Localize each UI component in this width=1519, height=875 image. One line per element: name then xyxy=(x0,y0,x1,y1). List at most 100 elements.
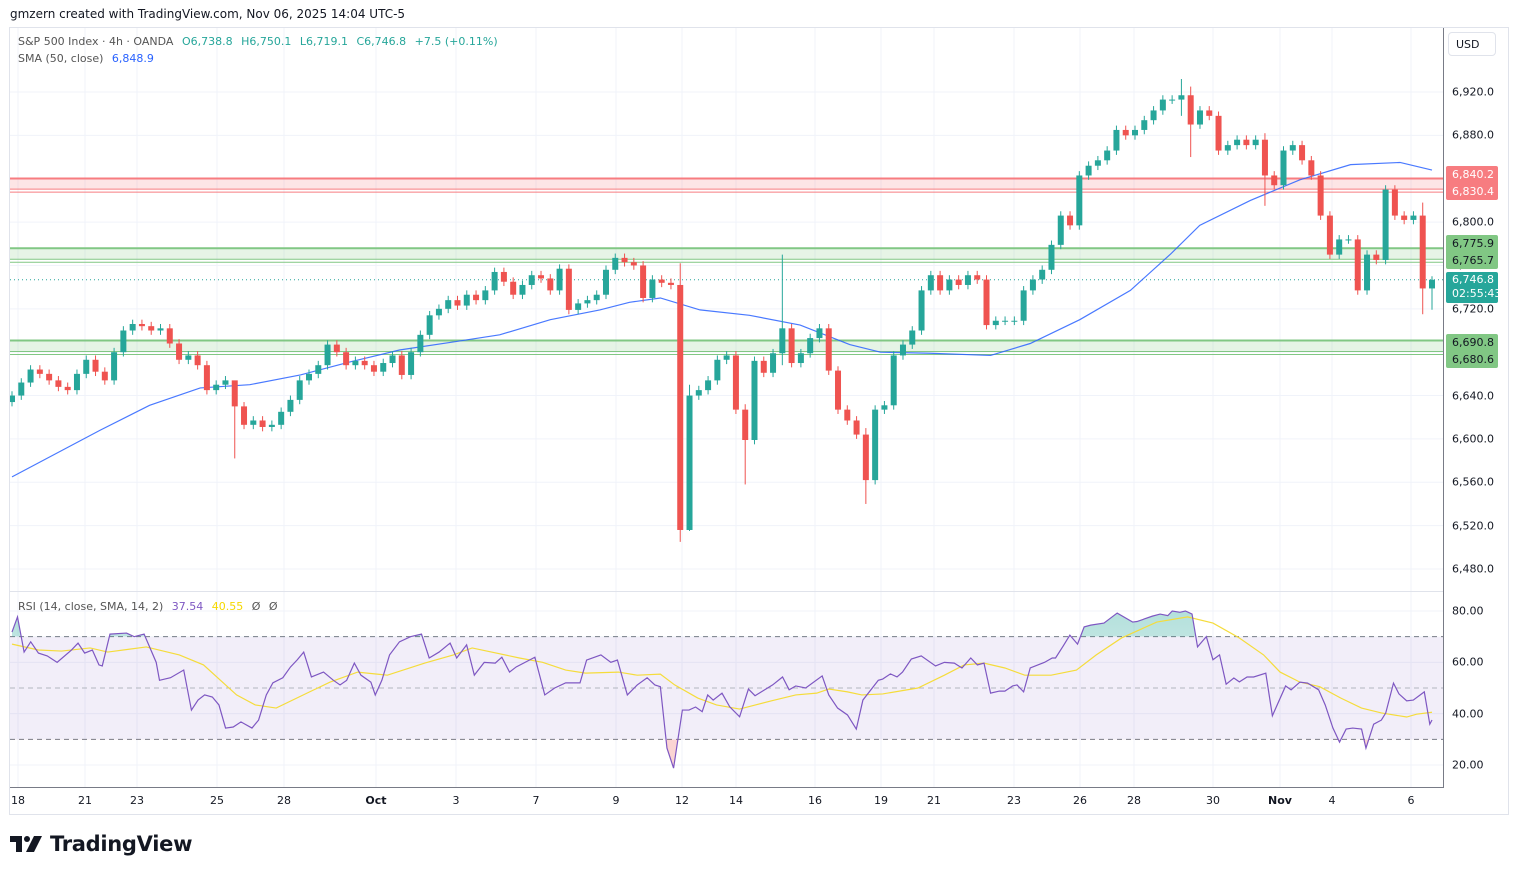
rsi-ma-line xyxy=(11,616,1433,718)
candle xyxy=(138,319,145,331)
candle xyxy=(1085,161,1092,180)
price-tick-label: 6,880.0 xyxy=(1452,128,1494,142)
pane-separator[interactable] xyxy=(10,591,1443,592)
candle-body xyxy=(1429,279,1435,289)
candle xyxy=(278,407,285,430)
candle xyxy=(1326,211,1333,259)
candle-body xyxy=(194,355,201,366)
candle-body xyxy=(463,294,470,306)
candle-body xyxy=(1178,95,1185,100)
candle xyxy=(435,304,442,320)
candle-body xyxy=(1391,189,1398,216)
candle-body xyxy=(1122,129,1129,136)
change-value: +7.5 (+0.11%) xyxy=(414,35,498,48)
candle xyxy=(1261,133,1268,206)
candle-body xyxy=(380,363,387,372)
candle xyxy=(872,405,879,485)
candle xyxy=(510,277,517,300)
attribution-text: gmzern created with TradingView.com, Nov… xyxy=(10,7,406,21)
candle-body xyxy=(1076,175,1083,226)
candle xyxy=(547,274,554,295)
candle-body xyxy=(138,323,145,327)
candle xyxy=(853,416,860,439)
price-tick-label: 6,920.0 xyxy=(1452,85,1494,99)
rsi-label[interactable]: RSI (14, close, SMA, 14, 2) xyxy=(18,600,164,613)
time-tick-label: 16 xyxy=(808,794,822,807)
candle xyxy=(1364,250,1371,295)
candle xyxy=(1039,265,1046,284)
candle-body xyxy=(482,290,489,301)
candle xyxy=(788,323,795,368)
candle-body xyxy=(630,262,637,266)
candle-body xyxy=(862,434,869,481)
candle xyxy=(408,347,415,380)
symbol-label[interactable]: S&P 500 Index · 4h · OANDA xyxy=(18,35,174,48)
rsi-extra-2: Ø xyxy=(268,600,278,613)
candle-body xyxy=(695,390,702,396)
currency-button[interactable]: USD xyxy=(1448,32,1496,56)
candle xyxy=(1382,185,1389,265)
candle-body xyxy=(797,353,804,364)
candle xyxy=(1354,235,1361,295)
candle xyxy=(1410,211,1417,225)
candle xyxy=(1113,125,1120,155)
candle xyxy=(983,275,990,330)
rsi-tick-label: 40.00 xyxy=(1452,707,1484,721)
time-tick-label: 9 xyxy=(612,794,620,807)
candle-body xyxy=(1419,215,1426,289)
time-tick-label: 25 xyxy=(210,794,224,807)
price-pane[interactable] xyxy=(10,28,1443,591)
sma-label[interactable]: SMA (50, close) xyxy=(18,52,104,65)
rsi-pane[interactable] xyxy=(10,592,1443,787)
candle xyxy=(176,339,183,365)
candle-body xyxy=(1345,239,1352,241)
candle xyxy=(287,395,294,417)
sma-value: 6,848.9 xyxy=(111,52,154,65)
candle-body xyxy=(640,265,647,298)
candle xyxy=(612,253,619,275)
candle-body xyxy=(1002,320,1009,322)
candle-body xyxy=(370,365,377,372)
candle-body xyxy=(36,369,43,374)
candle-body xyxy=(1224,145,1231,151)
candle xyxy=(463,290,470,310)
candle-body xyxy=(1113,129,1120,151)
candle xyxy=(259,416,266,432)
logo-text: TradingView xyxy=(50,832,193,856)
countdown-label: 02:55:43 xyxy=(1452,287,1502,300)
candle xyxy=(1187,86,1194,158)
candle xyxy=(751,356,758,445)
support-zone xyxy=(10,340,1443,352)
tradingview-logo[interactable]: TradingView xyxy=(10,832,192,856)
candle xyxy=(445,295,452,314)
time-tick-label: 26 xyxy=(1073,794,1087,807)
candle xyxy=(185,351,192,365)
candle-body xyxy=(807,338,814,354)
candle-body xyxy=(500,271,507,282)
candle-body xyxy=(565,268,572,310)
candle-body xyxy=(296,380,303,400)
candle xyxy=(101,367,108,385)
rsi-tick-label: 80.00 xyxy=(1452,604,1484,618)
candle-body xyxy=(658,279,665,283)
candle xyxy=(83,355,90,379)
candle xyxy=(426,310,433,340)
candle-body xyxy=(27,369,34,383)
candle xyxy=(194,351,201,370)
low-value: L6,719.1 xyxy=(299,35,348,48)
candle xyxy=(862,428,869,504)
candle-body xyxy=(491,271,498,291)
candle xyxy=(649,275,656,303)
candle xyxy=(250,416,257,430)
time-tick-label: 21 xyxy=(927,794,941,807)
candle xyxy=(584,295,591,308)
candle-body xyxy=(352,360,359,366)
candle-body xyxy=(1243,139,1250,146)
candle xyxy=(519,280,526,300)
support2-top-label: 6,690.8 xyxy=(1452,336,1494,349)
candle-body xyxy=(1299,145,1306,161)
candle-body xyxy=(1159,99,1166,111)
time-tick-label: 4 xyxy=(1328,794,1336,807)
candle xyxy=(1076,171,1083,230)
candle-body xyxy=(120,330,127,353)
